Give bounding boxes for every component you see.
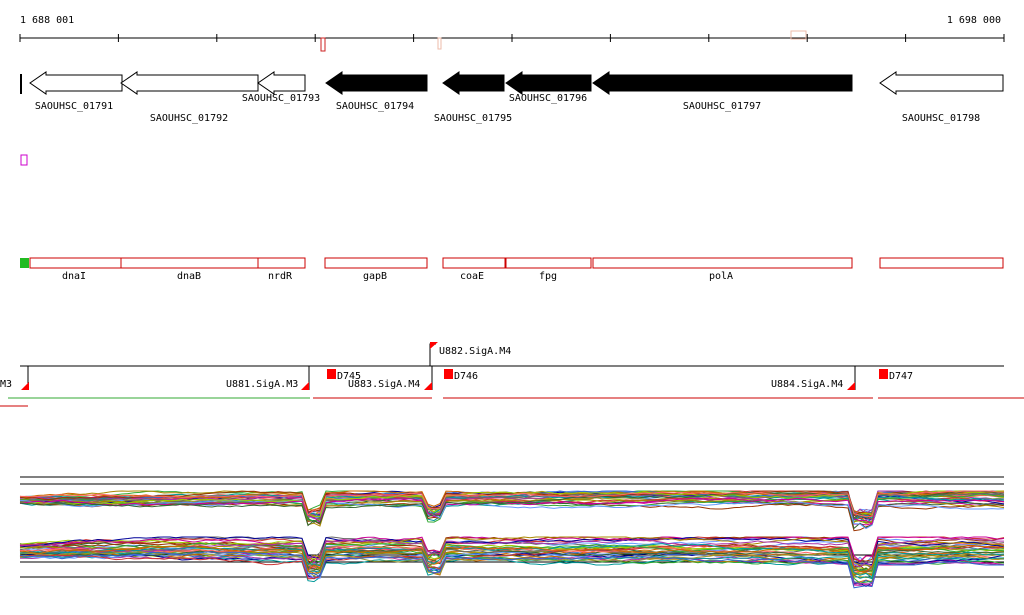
- gene-arrow[interactable]: [592, 71, 853, 95]
- gene-region[interactable]: [257, 257, 306, 269]
- annotation-flag[interactable]: [430, 342, 438, 349]
- gene-id-label[interactable]: SAOUHSC_01798: [902, 113, 980, 124]
- coordinate-ruler: 1 688 001 1 698 000: [19, 15, 1005, 52]
- profile-line: [19, 538, 1004, 568]
- gene-id-label[interactable]: SAOUHSC_01794: [336, 101, 414, 112]
- gene-name-label: dnaB: [177, 271, 201, 282]
- profile-line: [19, 490, 1005, 527]
- annotation-label[interactable]: U881.SigA.M3: [226, 379, 298, 390]
- profile-line: [19, 493, 1005, 520]
- annotation-label[interactable]: D746: [454, 371, 478, 382]
- profile-line: [19, 539, 1005, 575]
- gene-arrow[interactable]: [257, 71, 306, 95]
- gene-name-label: dnaI: [62, 271, 86, 282]
- profile-line: [19, 493, 1005, 521]
- gene-name-label: gapB: [363, 271, 387, 282]
- gene-name-track: dnaI dnaB nrdR gapB coaE fpg polA: [20, 257, 1004, 282]
- gene-region[interactable]: [120, 257, 259, 269]
- gene-id-label[interactable]: SAOUHSC_01793: [242, 93, 320, 104]
- profile-line: [19, 536, 1005, 568]
- gene-name-label: fpg: [539, 271, 557, 282]
- gene-region[interactable]: [29, 257, 122, 269]
- profile-line: [20, 490, 1004, 518]
- annotation-marker[interactable]: [444, 369, 453, 379]
- ruler-marker: [320, 37, 326, 52]
- profile-line: [19, 543, 1005, 580]
- ruler-start-label: 1 688 001: [20, 15, 74, 26]
- feature-marker[interactable]: [20, 154, 28, 166]
- expression-track: [19, 476, 1005, 589]
- profile-line: [19, 536, 1005, 564]
- gene-name-label: polA: [709, 271, 733, 282]
- gene-region[interactable]: [879, 257, 1004, 269]
- gene-id-label[interactable]: SAOUHSC_01795: [434, 113, 512, 124]
- annotation-flag[interactable]: [424, 382, 432, 390]
- ruler-marker: [437, 37, 442, 50]
- gene-arrow[interactable]: [879, 71, 1004, 95]
- annotation-flag[interactable]: [847, 382, 855, 390]
- annotation-flag[interactable]: [301, 382, 309, 390]
- gene-arrow[interactable]: [325, 71, 428, 95]
- gene-id-label[interactable]: SAOUHSC_01797: [683, 101, 761, 112]
- annotation-label[interactable]: U882.SigA.M4: [439, 346, 511, 357]
- gene-id-label[interactable]: SAOUHSC_01796: [509, 93, 587, 104]
- annotation-marker[interactable]: [327, 369, 336, 379]
- annotation-label[interactable]: U884.SigA.M4: [771, 379, 843, 390]
- gene-arrow[interactable]: [120, 71, 259, 95]
- ruler-end-label: 1 698 000: [947, 15, 1001, 26]
- ruler-ticks: [19, 34, 1005, 42]
- gene-name-label: coaE: [460, 271, 484, 282]
- profile-line: [19, 544, 1005, 573]
- annotation-flag[interactable]: [21, 382, 29, 390]
- gene-arrow[interactable]: [29, 71, 123, 95]
- gene-region[interactable]: [324, 257, 428, 269]
- gene-region[interactable]: [505, 257, 592, 269]
- annotation-track: U882.SigA.M4 M3 U881.SigA.M3 D745 U883.S…: [0, 342, 1024, 407]
- annotation-label[interactable]: M3: [0, 379, 12, 390]
- annotation-label[interactable]: U883.SigA.M4: [348, 379, 420, 390]
- gene-id-label[interactable]: SAOUHSC_01792: [150, 113, 228, 124]
- gene-arrow[interactable]: [442, 71, 505, 95]
- profile-line: [19, 551, 1005, 589]
- gene-region[interactable]: [592, 257, 853, 269]
- gene-region[interactable]: [442, 257, 506, 269]
- profile-line: [19, 536, 1005, 566]
- annotation-label[interactable]: D745: [337, 371, 361, 382]
- ruler-marker: [790, 30, 807, 40]
- gene-name-label: nrdR: [268, 271, 293, 282]
- annotation-marker[interactable]: [879, 369, 888, 379]
- expression-profiles: [19, 490, 1005, 589]
- profile-line: [19, 547, 1005, 572]
- gene-id-label[interactable]: SAOUHSC_01791: [35, 101, 113, 112]
- profile-line: [19, 499, 1005, 530]
- gene-track: SAOUHSC_01791 SAOUHSC_01792 SAOUHSC_0179…: [20, 71, 1004, 124]
- gene-arrow[interactable]: [505, 71, 592, 95]
- green-marker: [20, 258, 29, 268]
- annotation-label[interactable]: D747: [889, 371, 913, 382]
